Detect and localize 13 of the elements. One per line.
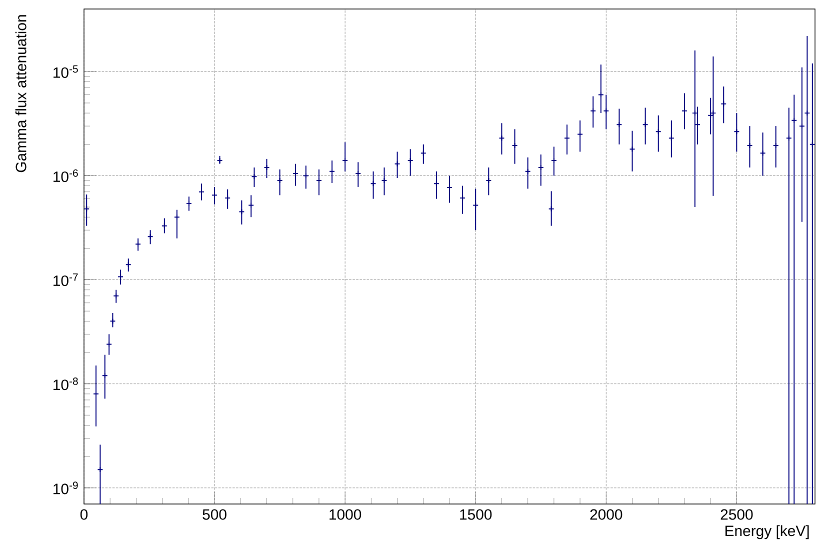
x-tick-label: 2000 — [590, 509, 622, 520]
x-tick-label: 500 — [202, 509, 226, 520]
y-tick-label: 10$^{-9}$ — [54, 482, 78, 494]
y-tick-label: 10$^{-6}$ — [54, 169, 78, 182]
x-tick-label: 2500 — [720, 509, 753, 520]
x-tick-label: 0 — [80, 509, 88, 520]
x-tick-label: 1500 — [460, 509, 492, 520]
x-tick-label: 1000 — [330, 509, 362, 520]
y-axis-title: Gamma flux attenuation — [15, 15, 26, 172]
y-tick-label: 10$^{-5}$ — [54, 65, 78, 78]
x-axis-title: Energy [keV] — [725, 525, 809, 540]
y-tick-label: 10$^{-8}$ — [54, 378, 78, 390]
y-tick-label: 10$^{-7}$ — [54, 274, 78, 286]
